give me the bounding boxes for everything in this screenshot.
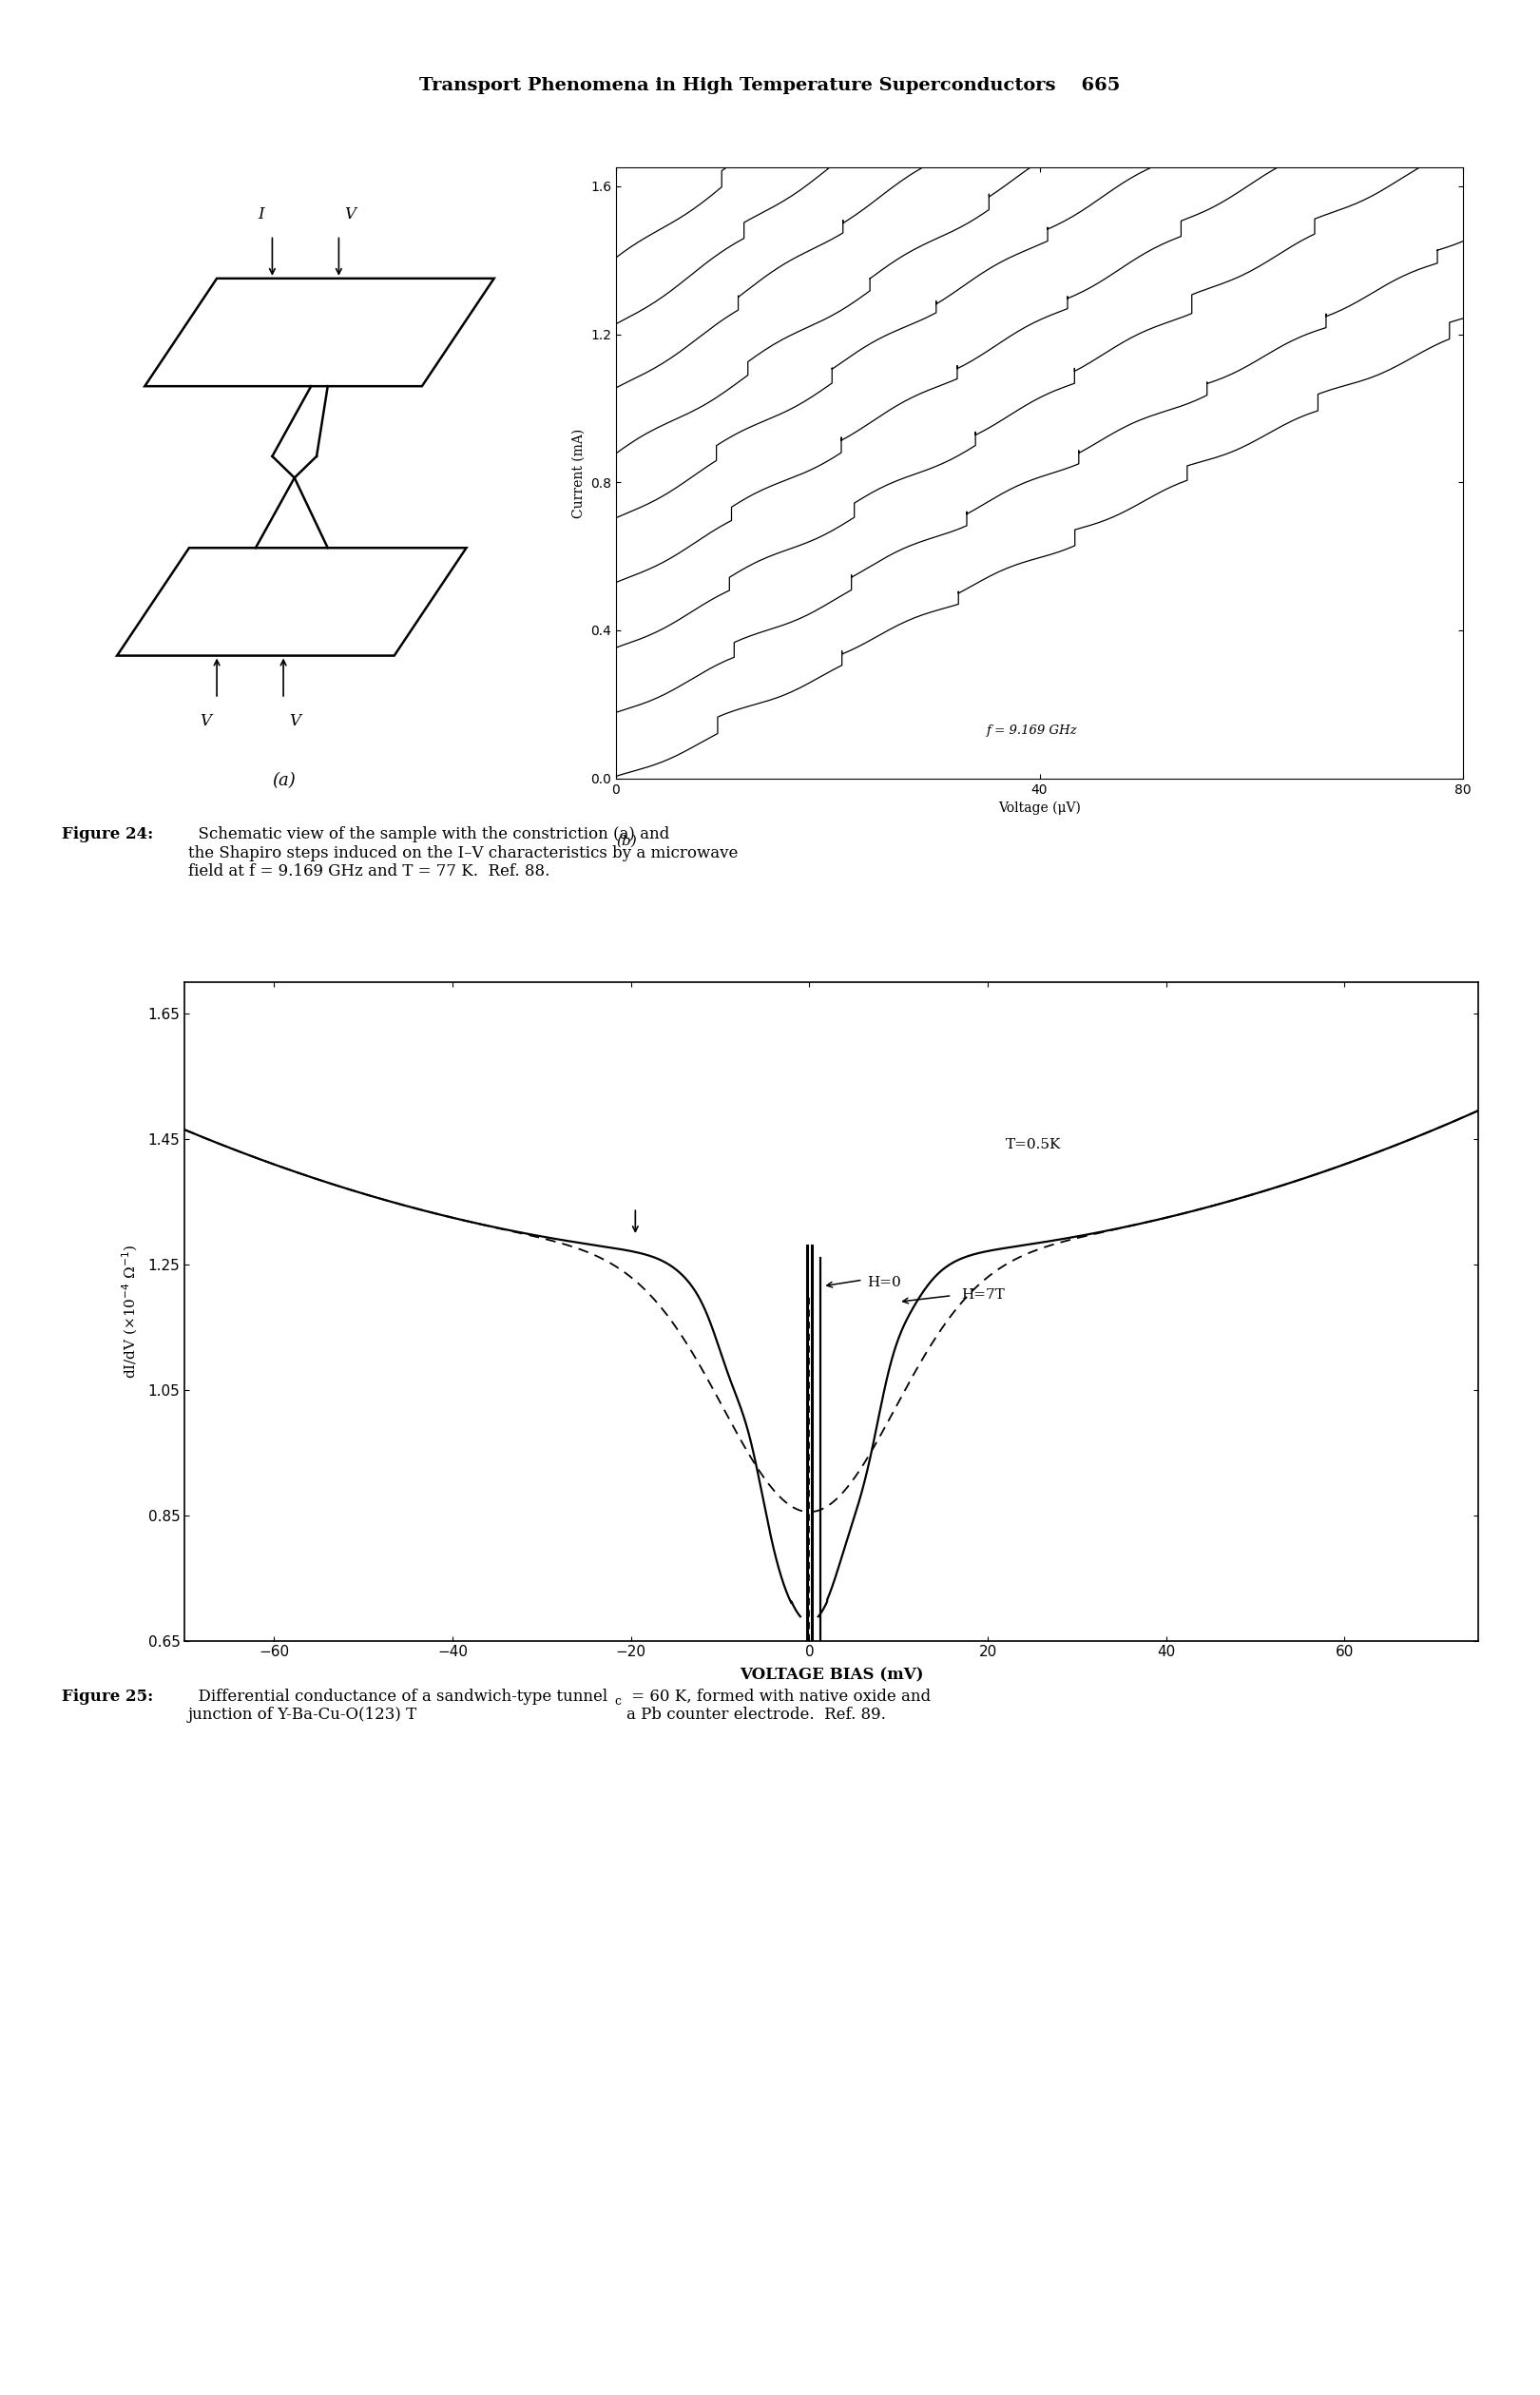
Text: = 60 K, formed with native oxide and
a Pb counter electrode.  Ref. 89.: = 60 K, formed with native oxide and a P… xyxy=(627,1688,932,1724)
Text: Transport Phenomena in High Temperature Superconductors    665: Transport Phenomena in High Temperature … xyxy=(419,77,1121,93)
Text: f = 9.169 GHz: f = 9.169 GHz xyxy=(987,723,1078,738)
Text: Figure 24:: Figure 24: xyxy=(62,826,152,843)
X-axis label: VOLTAGE BIAS (mV): VOLTAGE BIAS (mV) xyxy=(739,1667,924,1684)
X-axis label: Voltage (μV): Voltage (μV) xyxy=(998,802,1081,814)
Text: Differential conductance of a sandwich-type tunnel
junction of Y-Ba-Cu-O(123) T: Differential conductance of a sandwich-t… xyxy=(188,1688,607,1724)
Text: H=0: H=0 xyxy=(867,1277,901,1289)
Text: H=7T: H=7T xyxy=(961,1289,1004,1300)
Y-axis label: Current (mA): Current (mA) xyxy=(571,429,585,517)
Text: V: V xyxy=(343,206,356,223)
Text: V: V xyxy=(200,714,211,730)
Text: (b): (b) xyxy=(616,833,636,848)
Text: T=0.5K: T=0.5K xyxy=(1006,1138,1061,1152)
Text: (a): (a) xyxy=(271,771,296,788)
Text: I: I xyxy=(259,206,265,223)
Text: Figure 25:: Figure 25: xyxy=(62,1688,152,1705)
Text: Schematic view of the sample with the constriction (a) and
the Shapiro steps ind: Schematic view of the sample with the co… xyxy=(188,826,738,879)
Text: V: V xyxy=(288,714,300,730)
Y-axis label: dI/dV (×10$^{-4}$ Ω$^{-1}$): dI/dV (×10$^{-4}$ Ω$^{-1}$) xyxy=(120,1243,140,1380)
Text: c: c xyxy=(614,1696,621,1708)
